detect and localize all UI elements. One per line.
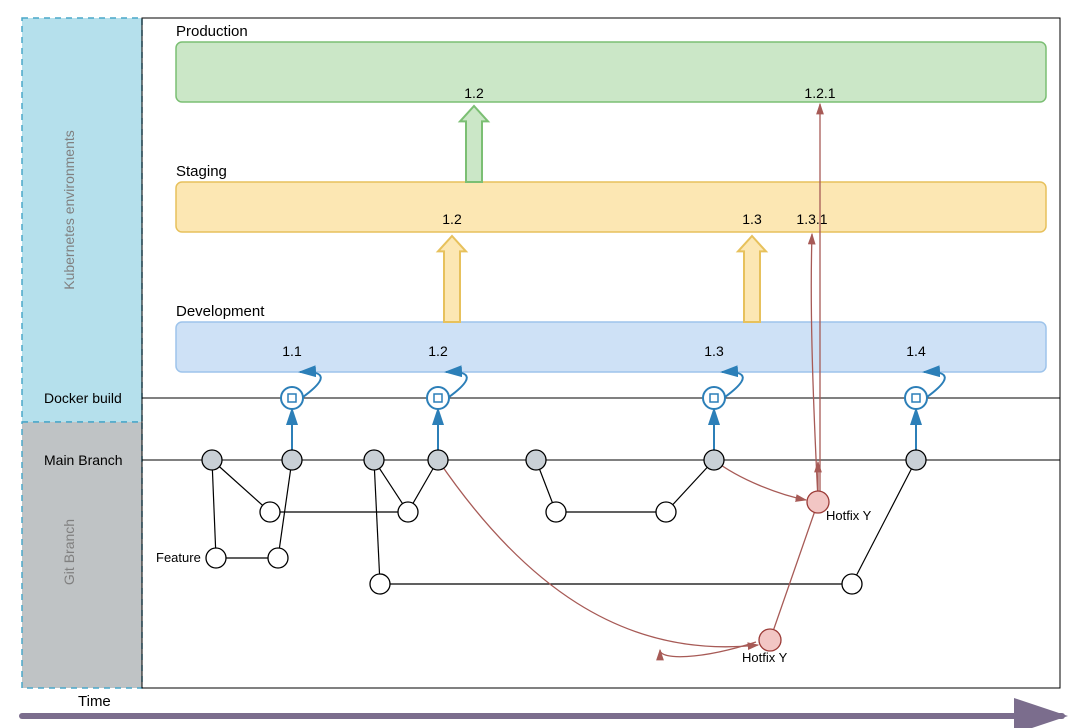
docker-node (281, 387, 303, 409)
commit-main (906, 450, 926, 470)
env-label-development: Development (176, 303, 265, 320)
left-panel-rot-label: Git Branch (61, 519, 77, 585)
edge-red (714, 460, 806, 500)
edge-red (438, 460, 758, 647)
commit-hotfix (759, 629, 781, 651)
commit-feature (268, 548, 288, 568)
hlabel-main: Main Branch (44, 452, 123, 468)
time-label: Time (78, 693, 111, 710)
version-stage: 1.3 (742, 211, 762, 227)
left-panel-rot-label: Kubernetes environments (61, 130, 77, 290)
version-dev: 1.1 (282, 343, 302, 359)
env-label-staging: Staging (176, 163, 227, 180)
docker-node (703, 387, 725, 409)
version-dev: 1.3 (704, 343, 724, 359)
commit-main (202, 450, 222, 470)
edge-black (374, 460, 380, 584)
edge-teal-swoosh (300, 372, 321, 397)
label-feature: Feature (156, 550, 201, 565)
edge-black (212, 460, 270, 512)
big-arrow (738, 236, 766, 322)
edge-teal-swoosh (924, 372, 945, 397)
big-arrow (460, 106, 488, 182)
commit-main (704, 450, 724, 470)
edge-teal-swoosh (722, 372, 743, 397)
label-hotfix_a: Hotfix Y (826, 508, 872, 523)
commit-feature (260, 502, 280, 522)
version-stage: 1.3.1 (796, 211, 827, 227)
docker-node (427, 387, 449, 409)
version-stage: 1.2 (442, 211, 462, 227)
commit-feature (398, 502, 418, 522)
commit-main (428, 450, 448, 470)
version-prod: 1.2 (464, 85, 484, 101)
commit-feature (370, 574, 390, 594)
env-label-production: Production (176, 23, 248, 40)
edge-red (770, 502, 818, 640)
version-dev: 1.4 (906, 343, 926, 359)
label-hotfix_b: Hotfix Y (742, 650, 788, 665)
env-box-staging (176, 182, 1046, 232)
left-panel-box (22, 18, 142, 422)
version-prod: 1.2.1 (804, 85, 835, 101)
env-box-production (176, 42, 1046, 102)
hlabel-docker: Docker build (44, 390, 122, 406)
commit-feature (546, 502, 566, 522)
edge-black (212, 460, 216, 558)
docker-node (905, 387, 927, 409)
version-dev: 1.2 (428, 343, 448, 359)
commit-main (526, 450, 546, 470)
commit-main (364, 450, 384, 470)
commit-feature (656, 502, 676, 522)
big-arrow (438, 236, 466, 322)
commit-feature (842, 574, 862, 594)
commit-main (282, 450, 302, 470)
edge-teal-swoosh (446, 372, 467, 397)
commit-feature (206, 548, 226, 568)
